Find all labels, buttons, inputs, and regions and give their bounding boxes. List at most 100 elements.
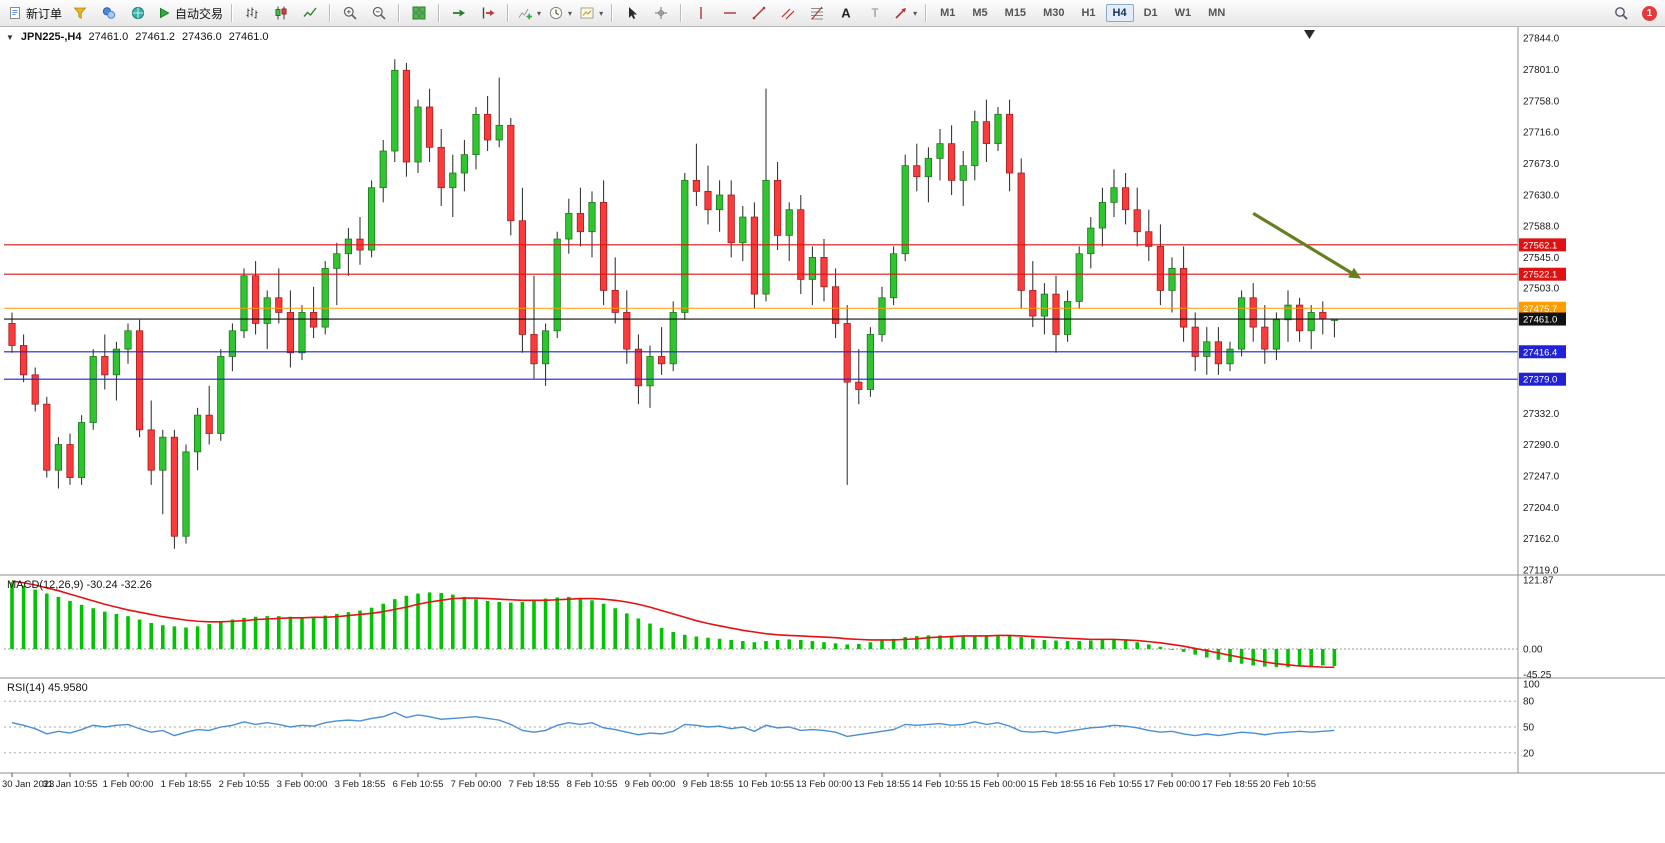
toolbar-right-group: 1: [1607, 2, 1661, 24]
vertical-line-icon: [693, 5, 709, 21]
svg-text:10 Feb 10:55: 10 Feb 10:55: [738, 779, 794, 790]
candlestick-chart-icon[interactable]: [267, 2, 295, 24]
crosshair-icon: [653, 5, 669, 21]
periods-icon[interactable]: ▾: [545, 2, 575, 24]
timeframe-m30-button[interactable]: M30: [1043, 7, 1065, 19]
autotrading-button[interactable]: 自动交易: [153, 2, 226, 24]
timeframe-m15-button[interactable]: M15: [1004, 7, 1027, 19]
indicators-icon: [517, 5, 533, 21]
dropdown-arrow-icon[interactable]: ▾: [537, 8, 542, 18]
autotrading-icon: [156, 5, 172, 21]
zoom-out-icon[interactable]: [365, 2, 393, 24]
chart-close-value: 27461.0: [228, 31, 269, 43]
svg-text:2 Feb 10:55: 2 Feb 10:55: [219, 779, 270, 790]
fibonacci-icon[interactable]: [803, 2, 831, 24]
svg-text:1 Feb 18:55: 1 Feb 18:55: [161, 779, 212, 790]
svg-text:27545.0: 27545.0: [1523, 253, 1560, 264]
svg-text:27332.0: 27332.0: [1523, 409, 1560, 420]
vertical-line-icon[interactable]: [687, 2, 715, 24]
svg-text:27247.0: 27247.0: [1523, 472, 1560, 483]
indicators-icon[interactable]: ▾: [514, 2, 544, 24]
svg-text:27461.0: 27461.0: [1523, 315, 1557, 326]
chart-low-value: 27436.0: [182, 31, 222, 43]
svg-text:27475.7: 27475.7: [1523, 304, 1557, 315]
auto-scroll-icon: [451, 5, 467, 21]
svg-text:27119.0: 27119.0: [1523, 566, 1559, 577]
horizontal-level-lines[interactable]: [4, 244, 1518, 380]
bar-chart-icon[interactable]: [238, 2, 266, 24]
horizontal-line-icon: [722, 5, 738, 21]
toolbar-separator: [398, 4, 401, 22]
timeframe-d1-button[interactable]: D1: [1143, 7, 1158, 19]
chart-shift-icon[interactable]: [474, 2, 502, 24]
zoom-in-icon[interactable]: [336, 2, 364, 24]
dropdown-arrow-icon[interactable]: ▾: [913, 8, 918, 18]
timeframe-w1-button[interactable]: W1: [1174, 7, 1192, 19]
svg-text:27503.0: 27503.0: [1523, 284, 1560, 295]
dropdown-arrow-icon[interactable]: ▾: [568, 8, 573, 18]
dropdown-arrow-icon[interactable]: ▾: [599, 8, 604, 18]
timeframe-m1-button[interactable]: M1: [940, 7, 956, 19]
templates-icon[interactable]: ▾: [576, 2, 606, 24]
toolbar-separator: [507, 4, 510, 22]
timeframe-mn-button[interactable]: MN: [1208, 7, 1226, 19]
data-window-icon[interactable]: [95, 2, 123, 24]
equidistant-channel-icon[interactable]: [774, 2, 802, 24]
svg-text:27204.0: 27204.0: [1523, 503, 1560, 514]
chart-shift-icon: [480, 5, 496, 21]
chart-canvas[interactable]: 27844.0 27801.0 27758.0 27716.0 27673.0 27630…: [0, 27, 1665, 843]
trendline-icon[interactable]: [745, 2, 773, 24]
arrow-objects-icon: [893, 5, 909, 21]
chart-header: ▼ JPN225-,H4 27461.0 27461.2 27436.0 274…: [6, 31, 269, 43]
svg-text:8 Feb 10:55: 8 Feb 10:55: [567, 779, 618, 790]
rsi-line: [11, 711, 1335, 738]
toolbar-separator: [611, 4, 614, 22]
templates-icon: [579, 5, 595, 21]
svg-text:30 Jan 2023: 30 Jan 2023: [2, 779, 54, 790]
svg-text:13 Feb 00:00: 13 Feb 00:00: [796, 779, 852, 790]
text-icon: A: [838, 5, 854, 21]
arrow-objects-icon[interactable]: ▾: [890, 2, 920, 24]
svg-text:27379.0: 27379.0: [1523, 375, 1557, 386]
svg-text:100: 100: [1523, 680, 1540, 691]
horizontal-line-icon[interactable]: [716, 2, 744, 24]
zoom-in-icon: [342, 5, 358, 21]
chart-window[interactable]: 27844.0 27801.0 27758.0 27716.0 27673.0 27630…: [0, 27, 1665, 843]
svg-text:27416.4: 27416.4: [1523, 347, 1557, 358]
timeframe-m5-button[interactable]: M5: [972, 7, 988, 19]
text-icon[interactable]: A: [832, 2, 860, 24]
chart-shift-marker-icon[interactable]: [1304, 30, 1315, 39]
svg-text:0.00: 0.00: [1523, 645, 1543, 656]
notifications-badge[interactable]: 1: [1642, 5, 1657, 21]
tile-windows-icon[interactable]: [405, 2, 433, 24]
profiles-icon[interactable]: [66, 2, 94, 24]
toolbar-separator: [329, 4, 332, 22]
crosshair-icon[interactable]: [647, 2, 675, 24]
toolbar-separator: [925, 4, 928, 22]
navigator-icon[interactable]: [124, 2, 152, 24]
trend-arrow-annotation[interactable]: [1252, 212, 1362, 279]
svg-text:50: 50: [1523, 723, 1535, 734]
svg-text:27290.0: 27290.0: [1523, 440, 1560, 451]
trendline-icon: [751, 5, 767, 21]
line-chart-icon[interactable]: [296, 2, 324, 24]
new-order-button-label: 新订单: [26, 6, 63, 21]
line-chart-icon: [302, 5, 318, 21]
svg-text:80: 80: [1523, 697, 1535, 708]
new-order-button[interactable]: 新订单: [4, 2, 65, 24]
auto-scroll-icon[interactable]: [445, 2, 473, 24]
search-button[interactable]: [1607, 2, 1635, 24]
svg-text:27630.0: 27630.0: [1523, 191, 1560, 202]
timeframe-h4-button[interactable]: H4: [1105, 4, 1134, 22]
timeframe-h1-button[interactable]: H1: [1081, 7, 1096, 19]
text-label-icon[interactable]: T: [861, 2, 889, 24]
collapse-chart-icon[interactable]: ▼: [6, 33, 14, 42]
svg-text:121.87: 121.87: [1523, 576, 1554, 587]
candlestick-chart-icon: [273, 5, 289, 21]
svg-text:17 Feb 00:00: 17 Feb 00:00: [1144, 779, 1200, 790]
cursor-icon[interactable]: [618, 2, 646, 24]
svg-text:9 Feb 00:00: 9 Feb 00:00: [625, 779, 676, 790]
svg-text:6 Feb 10:55: 6 Feb 10:55: [393, 779, 444, 790]
